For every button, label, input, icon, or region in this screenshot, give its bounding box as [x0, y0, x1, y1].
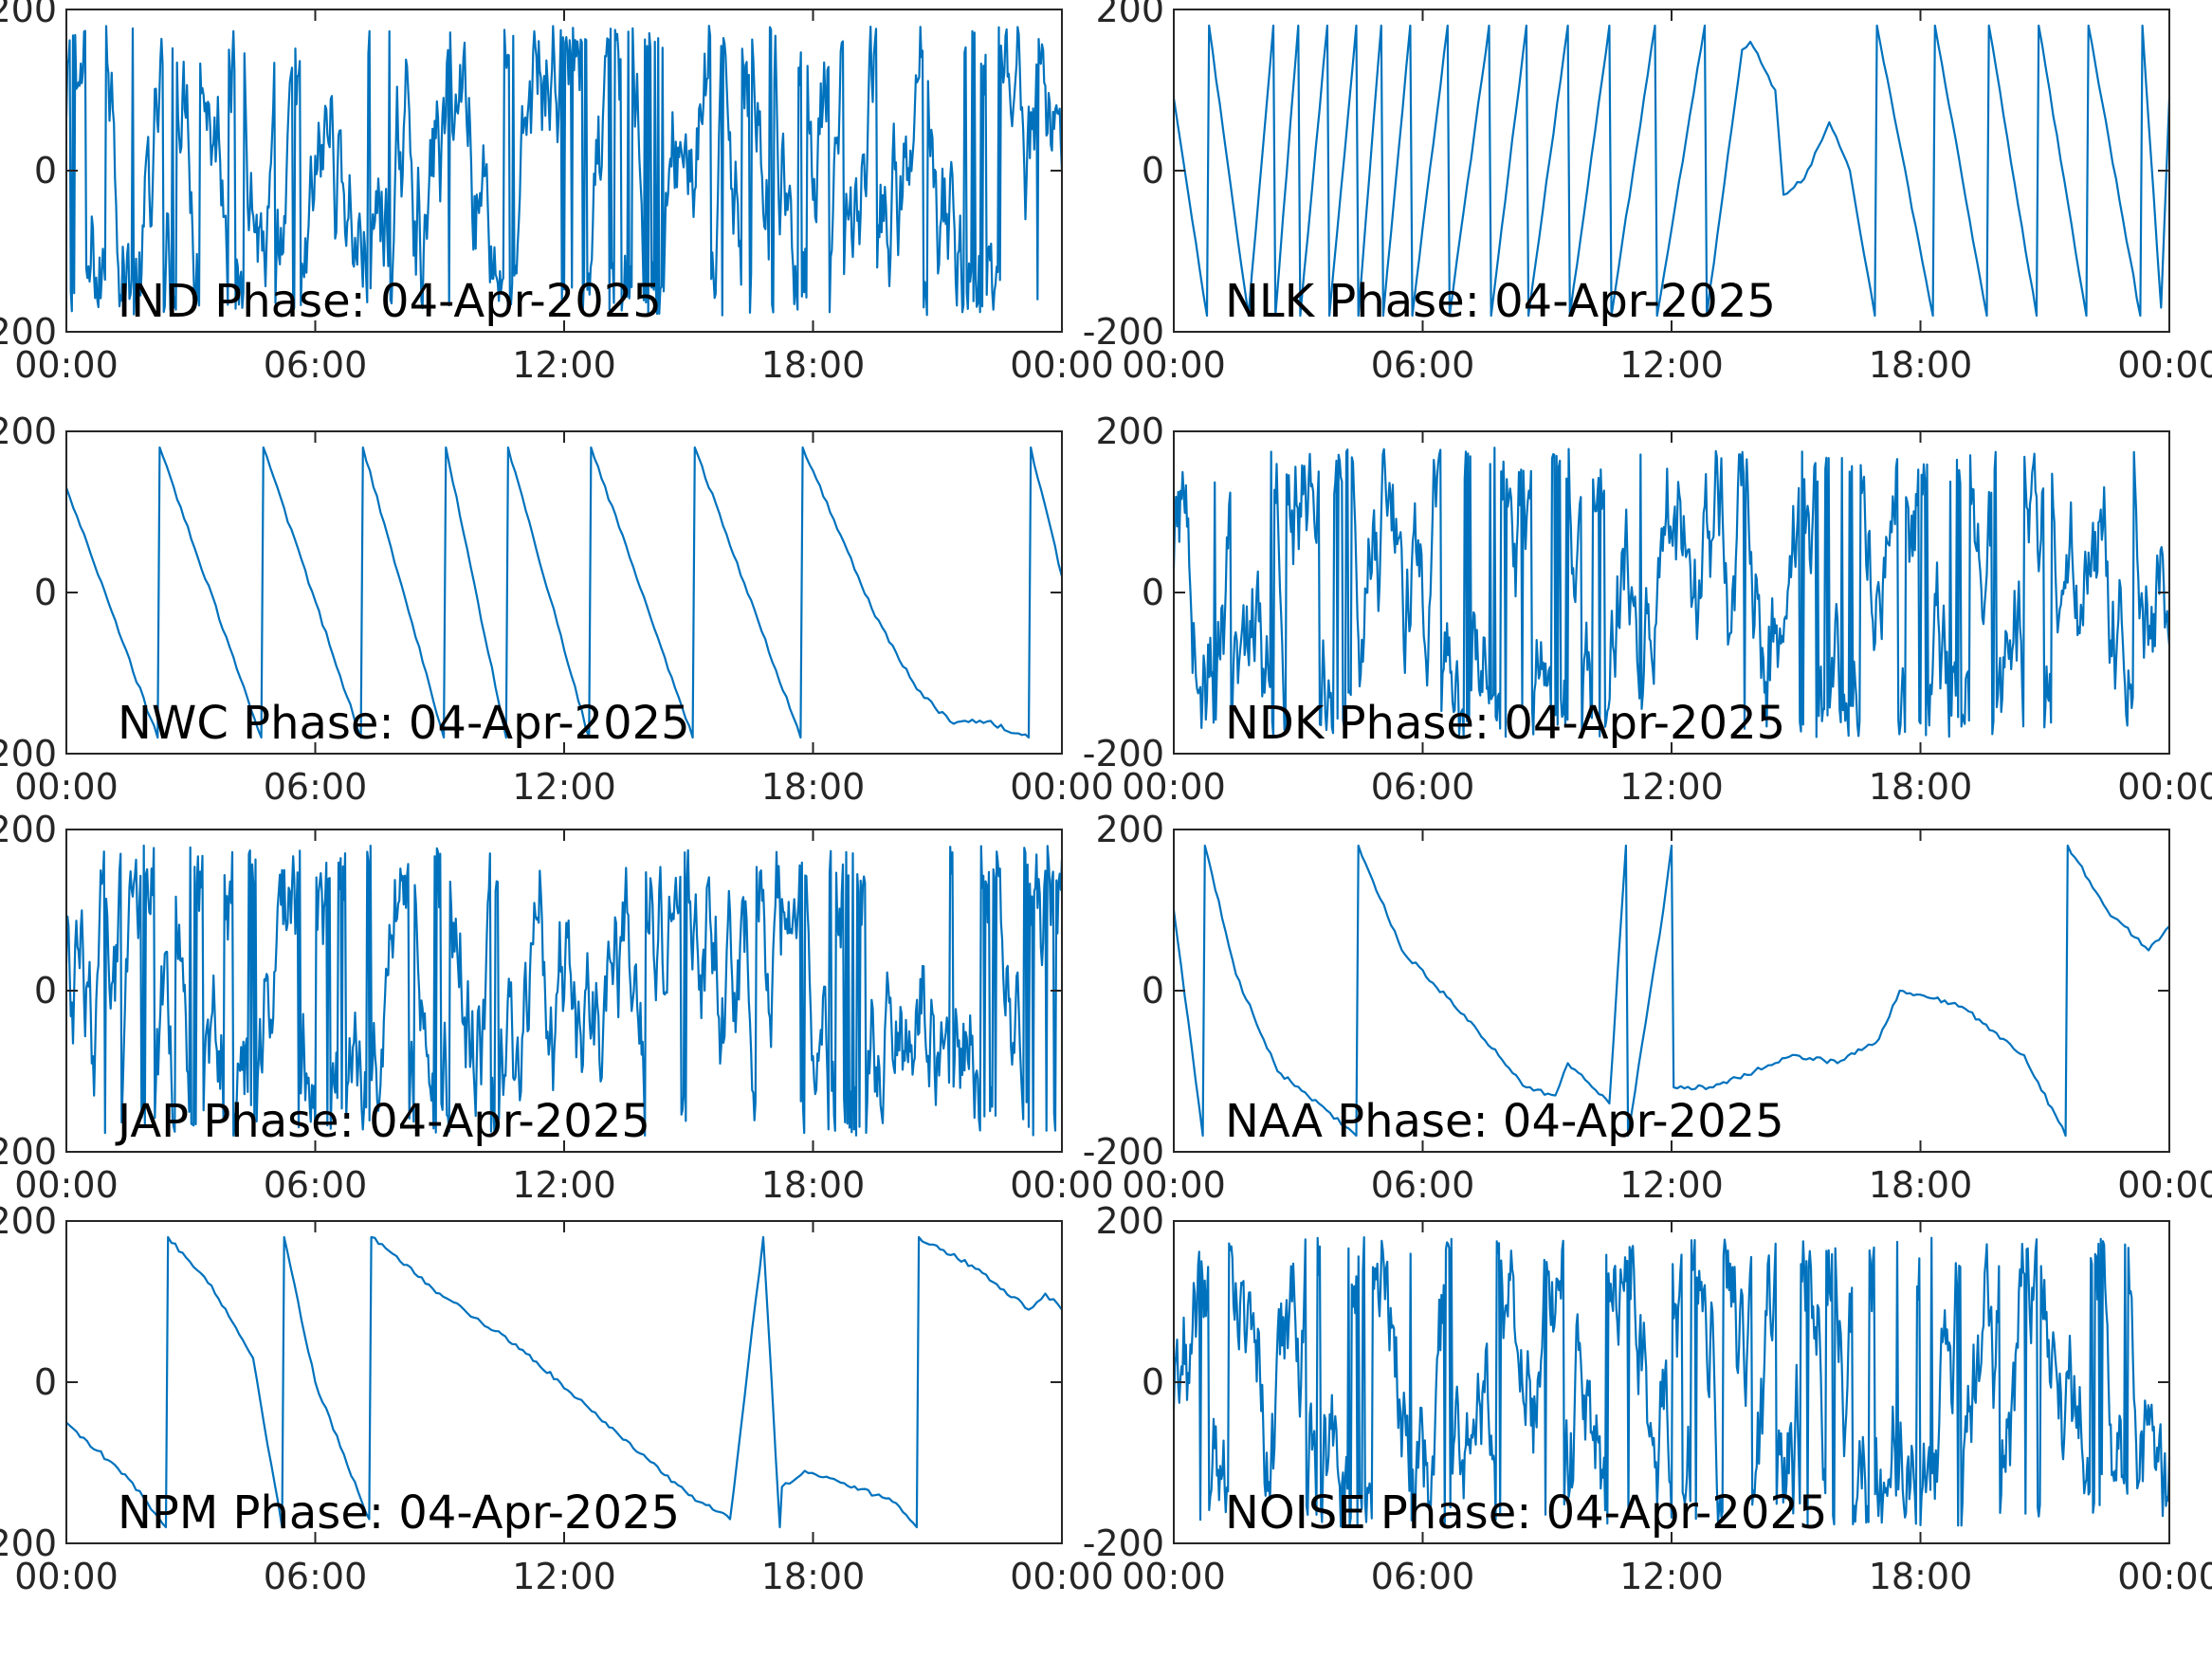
panel-title: NAA Phase: 04-Apr-2025: [1225, 1095, 1784, 1148]
phase-series-line: [65, 1235, 1063, 1529]
x-tick-label: 00:00: [14, 1556, 119, 1597]
x-tick-label: 00:00: [1122, 1556, 1226, 1597]
x-tick-label: 18:00: [1869, 1556, 1973, 1597]
x-tick-label: 18:00: [1869, 1164, 1973, 1206]
y-tick-label: 0: [1142, 572, 1164, 613]
y-tick-label: -200: [0, 311, 57, 353]
panel-title: IND Phase: 04-Apr-2025: [118, 275, 662, 328]
panel-title: NPM Phase: 04-Apr-2025: [118, 1486, 680, 1540]
y-tick-label: 0: [34, 572, 57, 613]
panel-title: NDK Phase: 04-Apr-2025: [1225, 697, 1785, 750]
panel-title: NOISE Phase: 04-Apr-2025: [1225, 1486, 1827, 1540]
phase-series-line: [64, 446, 1064, 739]
x-tick-label: 00:00: [14, 1164, 119, 1206]
phase-series-line: [1172, 1236, 2171, 1528]
x-tick-label: 18:00: [1869, 344, 1973, 386]
phase-series-line: [64, 25, 1064, 318]
x-tick-label: 06:00: [1371, 1556, 1475, 1597]
x-tick-label: 12:00: [512, 1164, 616, 1206]
y-tick-label: 0: [1142, 150, 1164, 191]
x-tick-label: 00:00: [1010, 1164, 1114, 1206]
x-tick-label: 12:00: [1619, 1164, 1724, 1206]
phase-series-line: [64, 844, 1064, 1137]
x-tick-label: 06:00: [1371, 344, 1475, 386]
panel-title: JAP Phase: 04-Apr-2025: [115, 1095, 650, 1148]
x-tick-label: 12:00: [1619, 1556, 1724, 1597]
x-tick-label: 12:00: [1619, 344, 1724, 386]
x-tick-label: 00:00: [2117, 1556, 2212, 1597]
y-tick-label: 200: [1095, 0, 1164, 30]
phase-series-line: [1172, 447, 2171, 738]
phase-series-line: [1172, 844, 2170, 1138]
y-tick-label: 0: [34, 1361, 57, 1403]
y-tick-label: 200: [1095, 410, 1164, 452]
x-tick-label: 12:00: [512, 1556, 616, 1597]
x-tick-label: 06:00: [1371, 1164, 1475, 1206]
x-tick-label: 00:00: [1010, 1556, 1114, 1597]
x-tick-label: 00:00: [2117, 1164, 2212, 1206]
y-tick-label: 200: [0, 410, 57, 452]
x-tick-label: 00:00: [14, 766, 119, 808]
y-tick-label: -200: [1083, 311, 1164, 353]
x-tick-label: 12:00: [512, 766, 616, 808]
x-tick-label: 06:00: [264, 344, 368, 386]
y-tick-label: -200: [0, 733, 57, 775]
x-tick-label: 12:00: [512, 344, 616, 386]
y-tick-label: -200: [1083, 1522, 1164, 1564]
y-tick-label: 0: [1142, 970, 1164, 1012]
x-tick-label: 18:00: [761, 1556, 866, 1597]
x-tick-label: 18:00: [761, 1164, 866, 1206]
x-tick-label: 18:00: [761, 766, 866, 808]
y-tick-label: -200: [1083, 1131, 1164, 1173]
x-tick-label: 12:00: [1619, 766, 1724, 808]
y-tick-label: 0: [34, 150, 57, 191]
panel-title: NLK Phase: 04-Apr-2025: [1225, 275, 1776, 328]
x-tick-label: 18:00: [761, 344, 866, 386]
x-tick-label: 00:00: [1122, 344, 1226, 386]
y-tick-label: -200: [0, 1131, 57, 1173]
x-tick-label: 06:00: [264, 766, 368, 808]
x-tick-label: 06:00: [264, 1164, 368, 1206]
x-tick-label: 00:00: [2117, 344, 2212, 386]
x-tick-label: 06:00: [264, 1556, 368, 1597]
y-tick-label: 0: [1142, 1361, 1164, 1403]
x-tick-label: 00:00: [1010, 766, 1114, 808]
y-tick-label: 200: [1095, 1200, 1164, 1242]
x-tick-label: 06:00: [1371, 766, 1475, 808]
x-tick-label: 00:00: [1122, 1164, 1226, 1206]
x-tick-label: 00:00: [1010, 344, 1114, 386]
y-tick-label: -200: [0, 1522, 57, 1564]
y-tick-label: 200: [0, 1200, 57, 1242]
y-tick-label: 200: [1095, 809, 1164, 850]
y-tick-label: -200: [1083, 733, 1164, 775]
panel-title: NWC Phase: 04-Apr-2025: [118, 697, 690, 750]
x-tick-label: 18:00: [1869, 766, 1973, 808]
x-tick-label: 00:00: [1122, 766, 1226, 808]
y-tick-label: 0: [34, 970, 57, 1012]
x-tick-label: 00:00: [14, 344, 119, 386]
y-tick-label: 200: [0, 809, 57, 850]
y-tick-label: 200: [0, 0, 57, 30]
x-tick-label: 00:00: [2117, 766, 2212, 808]
phase-series-line: [1172, 24, 2171, 318]
